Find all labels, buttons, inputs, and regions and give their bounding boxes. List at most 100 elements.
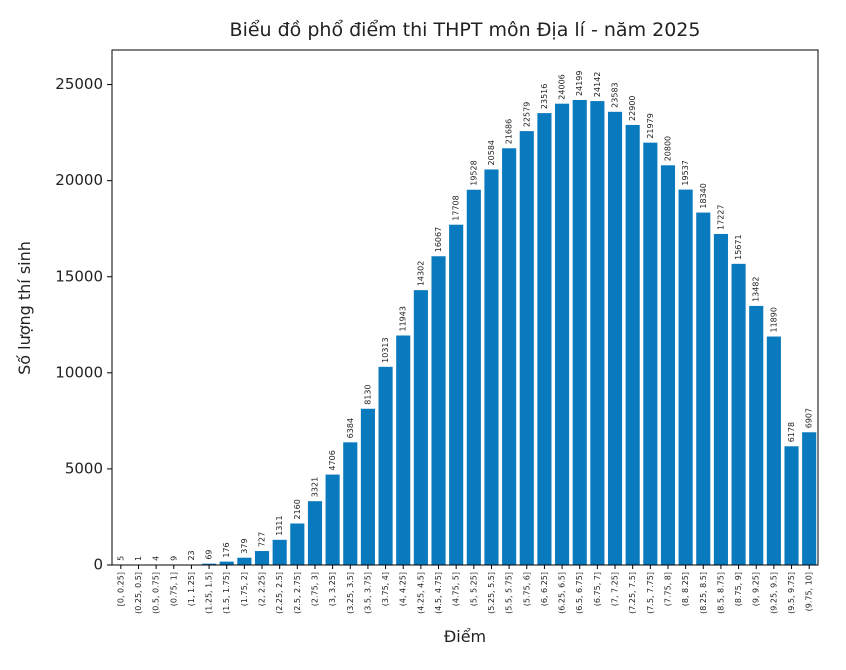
x-tick-label: (4.5, 4.75] — [434, 572, 443, 614]
x-tick-label: (6, 6.25] — [540, 572, 549, 606]
value-label: 3321 — [310, 477, 319, 497]
value-label: 14302 — [416, 261, 425, 286]
x-tick-label: (8.25, 8.5] — [699, 572, 708, 614]
value-label: 5 — [116, 556, 125, 561]
x-tick-label: (7.25, 7.5] — [628, 572, 637, 614]
value-label: 20584 — [487, 140, 496, 165]
x-tick-label: (2.25, 2.5] — [275, 572, 284, 614]
bar — [625, 124, 640, 565]
x-tick-label: (3, 3.25] — [328, 572, 337, 606]
bar — [607, 111, 623, 565]
value-label: 19528 — [469, 160, 478, 185]
x-tick-label: (9.5, 9.75] — [787, 572, 796, 614]
value-label: 19537 — [681, 160, 690, 185]
value-label: 4 — [152, 556, 161, 561]
value-label: 11890 — [769, 307, 778, 332]
value-label: 6178 — [787, 422, 796, 442]
x-tick-label: (3.5, 3.75] — [363, 572, 372, 614]
x-tick-label: (5, 5.25] — [469, 572, 478, 606]
x-tick-label: (6.5, 6.75] — [575, 572, 584, 614]
y-tick-label: 0 — [93, 556, 103, 574]
value-label: 727 — [258, 532, 267, 547]
bar — [537, 113, 552, 565]
bar — [237, 557, 252, 565]
bar — [713, 233, 728, 565]
value-label: 24142 — [593, 72, 602, 97]
x-tick-label: (0.5, 0.75] — [152, 572, 161, 614]
x-tick-label: (2.75, 3] — [310, 572, 319, 606]
value-label: 6907 — [805, 408, 814, 428]
bar — [502, 148, 517, 565]
value-label: 24006 — [558, 74, 567, 99]
value-label: 1 — [134, 556, 143, 561]
value-label: 22900 — [628, 95, 637, 120]
x-tick-label: (7.75, 8] — [663, 572, 672, 606]
bar — [784, 446, 799, 565]
bar — [802, 432, 817, 565]
value-label: 2160 — [293, 499, 302, 519]
x-tick-label: (5.75, 6] — [522, 572, 531, 606]
bar — [431, 256, 446, 565]
x-tick-label: (2, 2.25] — [258, 572, 267, 606]
bar — [696, 212, 711, 565]
value-label: 1311 — [275, 515, 284, 535]
chart-title: Biểu đồ phổ điểm thi THPT môn Địa lí - n… — [230, 19, 701, 41]
value-label: 11943 — [399, 306, 408, 331]
bar — [413, 290, 428, 565]
value-label: 8130 — [363, 384, 372, 404]
x-tick-label: (3.25, 3.5] — [346, 572, 355, 614]
bar — [360, 408, 375, 565]
y-tick-label: 15000 — [55, 267, 103, 285]
value-label: 22579 — [522, 102, 531, 127]
x-tick-label: (4, 4.25] — [399, 572, 408, 606]
x-tick-label: (8.5, 8.75] — [716, 572, 725, 614]
value-label: 69 — [205, 549, 214, 559]
x-axis-label: Điểm — [444, 627, 486, 646]
y-tick-label: 25000 — [55, 75, 103, 93]
bar — [290, 523, 305, 565]
bar — [590, 101, 605, 565]
value-label: 21979 — [646, 113, 655, 138]
bar — [660, 165, 676, 565]
value-label: 9 — [169, 556, 178, 561]
x-tick-label: (0.25, 0.5] — [134, 572, 143, 614]
value-label: 10313 — [381, 337, 390, 362]
y-axis-label: Số lượng thí sinh — [15, 241, 34, 375]
x-tick-label: (9.25, 9.5] — [769, 572, 778, 614]
bar — [449, 224, 464, 565]
bar — [219, 561, 234, 565]
y-tick-label: 20000 — [55, 171, 103, 189]
x-tick-label: (7, 7.25] — [611, 572, 620, 606]
y-tick-label: 10000 — [55, 363, 103, 381]
x-tick-label: (9, 9.25] — [752, 572, 761, 606]
bar — [766, 336, 781, 565]
value-label: 23 — [187, 550, 196, 560]
x-tick-label: (6.75, 7] — [593, 572, 602, 606]
value-label: 17708 — [452, 195, 461, 220]
bar — [678, 189, 693, 565]
x-tick-label: (0.75, 1] — [169, 572, 178, 606]
x-tick-label: (1.75, 2] — [240, 572, 249, 606]
value-label: 23516 — [540, 84, 549, 109]
value-label: 16067 — [434, 227, 443, 252]
x-tick-label: (5.5, 5.75] — [505, 572, 514, 614]
x-tick-label: (3.75, 4] — [381, 572, 390, 606]
x-tick-label: (9.75, 10] — [805, 572, 814, 611]
value-label: 13482 — [752, 276, 761, 301]
bar — [519, 131, 534, 566]
value-label: 4706 — [328, 450, 337, 470]
bar — [555, 103, 570, 565]
plot-frame — [111, 49, 819, 566]
bar — [731, 263, 746, 565]
x-tick-label: (2.5, 2.75] — [293, 572, 302, 614]
value-label: 18340 — [699, 183, 708, 208]
bar — [378, 366, 393, 565]
value-label: 6384 — [346, 418, 355, 438]
x-tick-label: (1, 1.25] — [187, 572, 196, 606]
bar — [749, 305, 764, 565]
x-tick-label: (8.75, 9] — [734, 572, 743, 606]
bar — [307, 501, 323, 565]
x-tick-label: (5.25, 5.5] — [487, 572, 496, 614]
bar — [466, 189, 481, 565]
